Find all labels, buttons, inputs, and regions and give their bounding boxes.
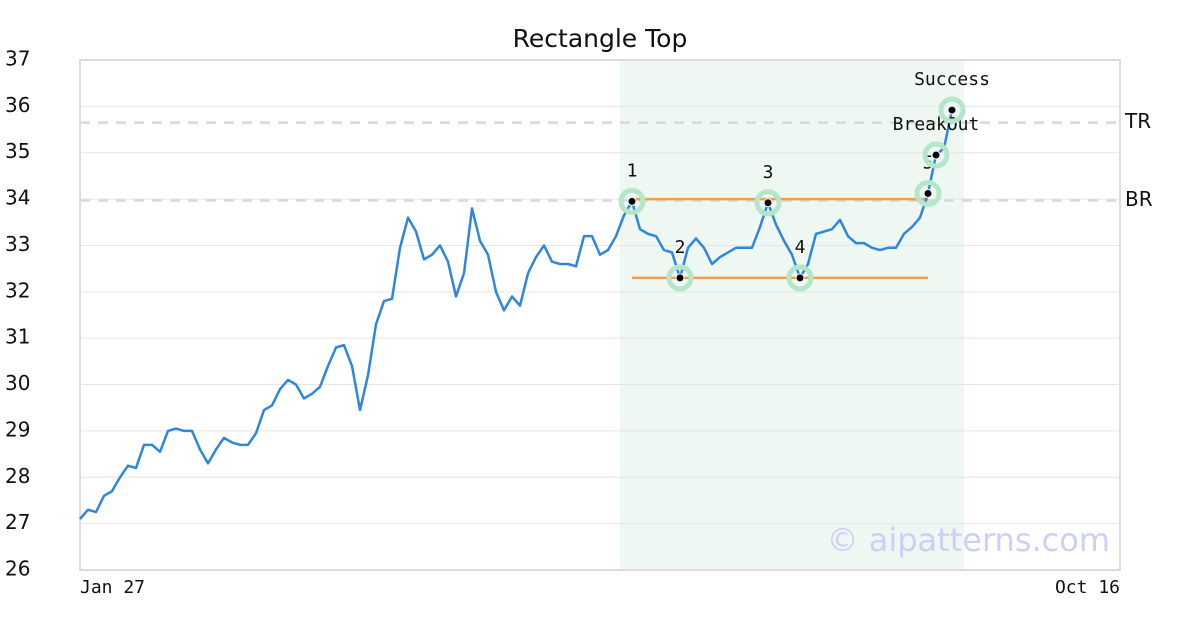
y-tick-label: 34 <box>5 186 30 210</box>
point-halo <box>914 180 942 208</box>
point-halo <box>754 189 782 217</box>
x-tick-label: Jan 27 <box>80 577 145 598</box>
point-dot <box>923 189 933 199</box>
y-tick-label: 33 <box>5 232 30 256</box>
y-tick-label: 29 <box>5 417 30 441</box>
point-halo <box>618 187 646 215</box>
point-halo <box>666 264 694 292</box>
y-tick-label: 28 <box>5 464 30 488</box>
point-halo <box>938 96 966 124</box>
point-dot <box>675 273 685 283</box>
watermark: © aipatterns.com <box>827 521 1110 559</box>
y-tick-label: 35 <box>5 139 30 163</box>
point-halo <box>786 264 814 292</box>
y-tick-label: 32 <box>5 278 30 302</box>
y-tick-label: 36 <box>5 93 30 117</box>
reference-label: TR <box>1124 109 1151 133</box>
point-label: Success <box>914 69 990 90</box>
point-halo <box>922 141 950 169</box>
point-dot <box>795 273 805 283</box>
point-dot <box>931 150 941 160</box>
highlight-span <box>620 60 964 570</box>
point-label: 2 <box>675 237 686 258</box>
point-dot <box>947 105 957 115</box>
y-tick-label: 37 <box>5 47 30 71</box>
point-label: BreakOut <box>893 114 980 135</box>
y-tick-label: 31 <box>5 325 30 349</box>
y-tick-label: 30 <box>5 371 30 395</box>
y-tick-label: 26 <box>5 557 30 581</box>
point-dot <box>763 198 773 208</box>
y-tick-label: 27 <box>5 510 30 534</box>
reference-label: BR <box>1125 187 1153 211</box>
point-label: 3 <box>763 162 774 183</box>
point-dot <box>627 196 637 206</box>
point-label: 4 <box>795 237 806 258</box>
x-tick-label: Oct 16 <box>1055 577 1120 598</box>
point-label: 1 <box>627 160 638 181</box>
plot-frame <box>79 59 1121 571</box>
chart-title: Rectangle Top <box>513 24 688 53</box>
